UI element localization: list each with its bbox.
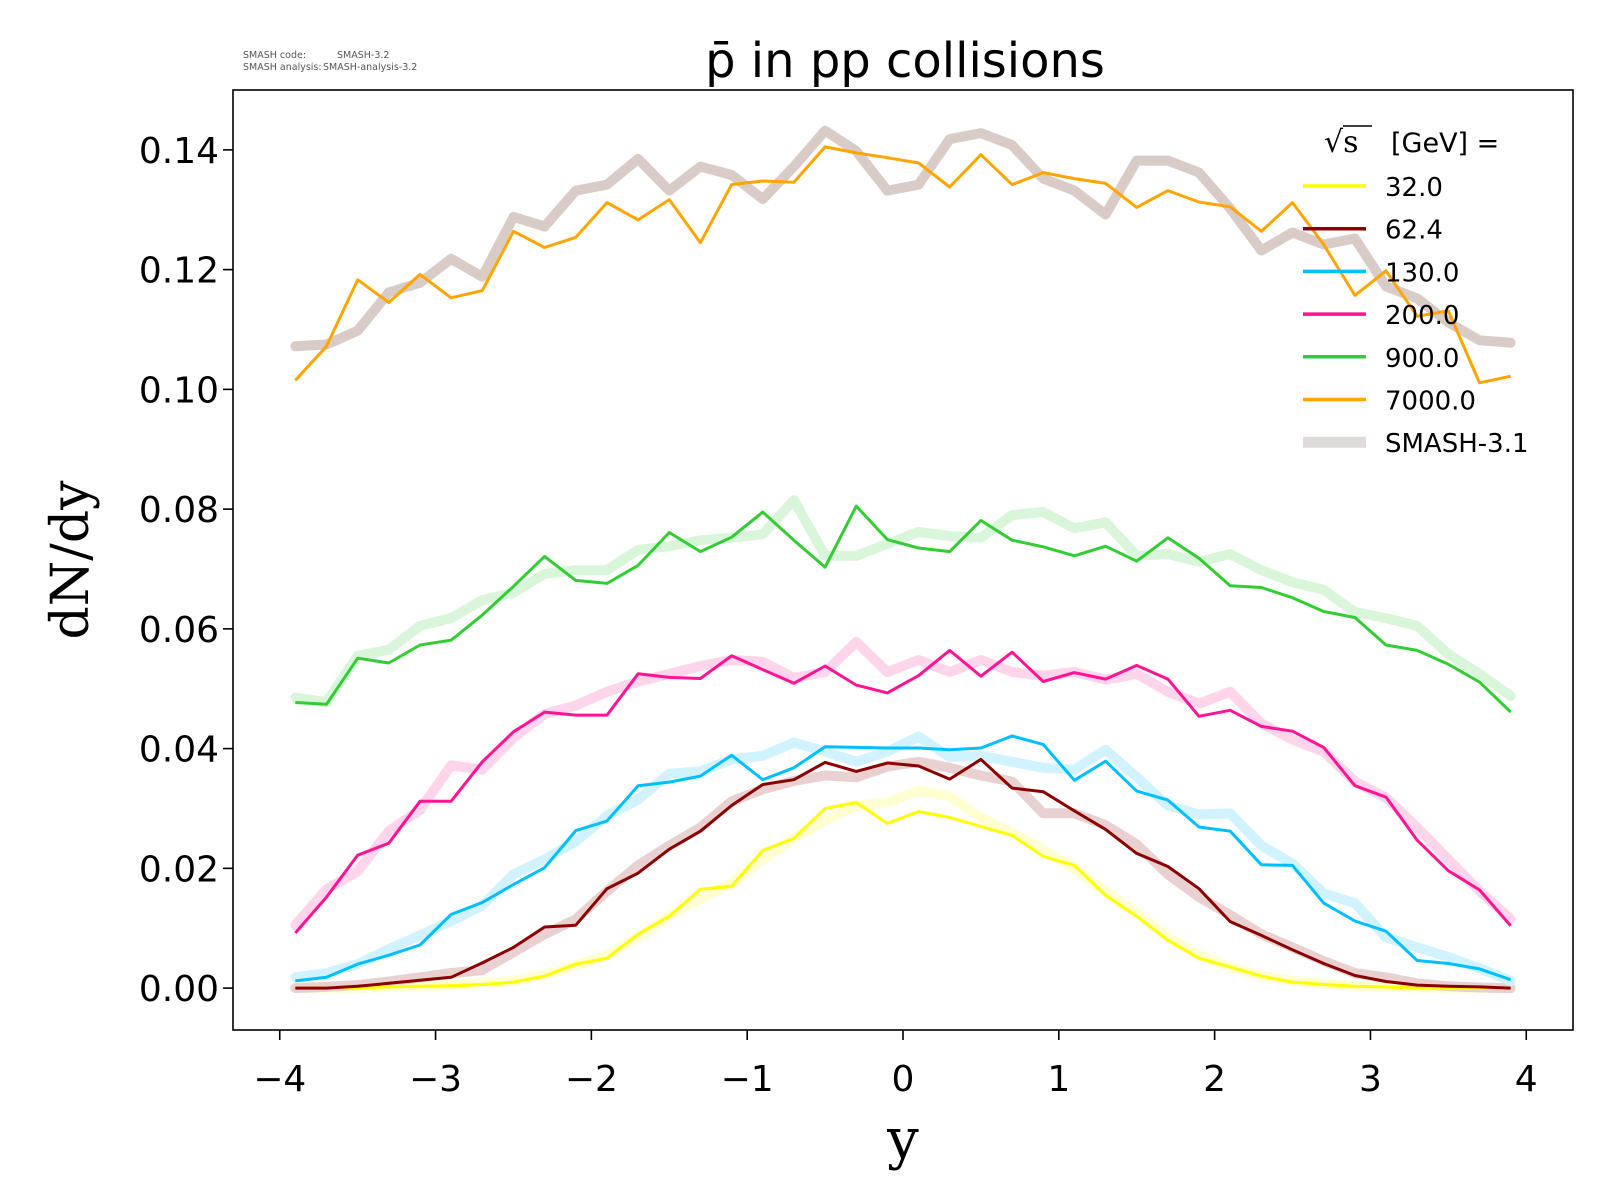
y-axis: 0.00 0.02 0.04 0.06 0.08 0.10 0.12 0.14 <box>139 131 233 1010</box>
legend-label-200-0: 200.0 <box>1385 301 1459 331</box>
x-tick-label: −4 <box>253 1059 306 1100</box>
x-tick-label: −3 <box>409 1059 462 1100</box>
series-line-62-4 <box>295 757 1511 990</box>
x-tick-label: 0 <box>892 1059 915 1100</box>
chart-title: p̄ in pp collisions <box>705 33 1105 89</box>
x-tick-label: −2 <box>565 1059 618 1100</box>
reference-lines <box>290 125 1516 994</box>
x-axis: −4 −3 −2 −1 0 1 2 3 4 <box>253 1030 1538 1100</box>
watermark-code-label: SMASH code: <box>243 50 306 61</box>
series-lines <box>294 145 1512 990</box>
series-line-7000-0 <box>294 145 1512 385</box>
x-tick-label: 1 <box>1047 1059 1070 1100</box>
y-tick-label: 0.10 <box>139 370 219 411</box>
reference-line-7000-0 <box>290 125 1516 352</box>
reference-line-900-0 <box>290 495 1516 707</box>
watermark-analysis-label: SMASH analysis: <box>243 62 322 73</box>
legend-label-32-0: 32.0 <box>1385 173 1443 203</box>
y-axis-label: dN/dy <box>41 480 101 640</box>
y-tick-label: 0.02 <box>139 849 219 890</box>
series-line-32-0 <box>295 801 1511 990</box>
legend-label-62-4: 62.4 <box>1385 216 1443 246</box>
legend: √s [GeV] = 32.0 62.4 130.0 200.0 900.0 7000.0… <box>1303 125 1529 459</box>
y-tick-label: 0.06 <box>139 610 219 651</box>
legend-title-unit: [GeV] = <box>1391 128 1499 159</box>
y-tick-label: 0.00 <box>139 969 219 1010</box>
reference-line-130-0 <box>290 731 1516 986</box>
x-tick-label: 2 <box>1203 1059 1226 1100</box>
x-tick-label: 3 <box>1359 1059 1382 1100</box>
legend-label-7000-0: 7000.0 <box>1385 387 1476 417</box>
x-tick-label: 4 <box>1515 1059 1538 1100</box>
watermark-code-value: SMASH-3.2 <box>337 50 389 61</box>
plot-frame <box>232 89 1574 1031</box>
legend-label-reference: SMASH-3.1 <box>1385 429 1529 459</box>
y-tick-label: 0.04 <box>139 730 219 771</box>
series-line-900-0 <box>295 504 1512 714</box>
watermark-analysis-value: SMASH-analysis-3.2 <box>323 62 417 73</box>
legend-label-900-0: 900.0 <box>1385 344 1459 374</box>
legend-title-root: √s <box>1324 125 1359 160</box>
y-tick-label: 0.12 <box>139 251 219 292</box>
series-line-200-0 <box>294 648 1512 934</box>
reference-line-200-0 <box>290 637 1516 931</box>
series-line-130-0 <box>295 734 1512 983</box>
x-tick-label: −1 <box>721 1059 774 1100</box>
y-tick-label: 0.14 <box>139 131 219 172</box>
legend-label-130-0: 130.0 <box>1385 258 1459 288</box>
y-tick-label: 0.08 <box>139 490 219 531</box>
x-axis-label: y <box>886 1107 919 1172</box>
